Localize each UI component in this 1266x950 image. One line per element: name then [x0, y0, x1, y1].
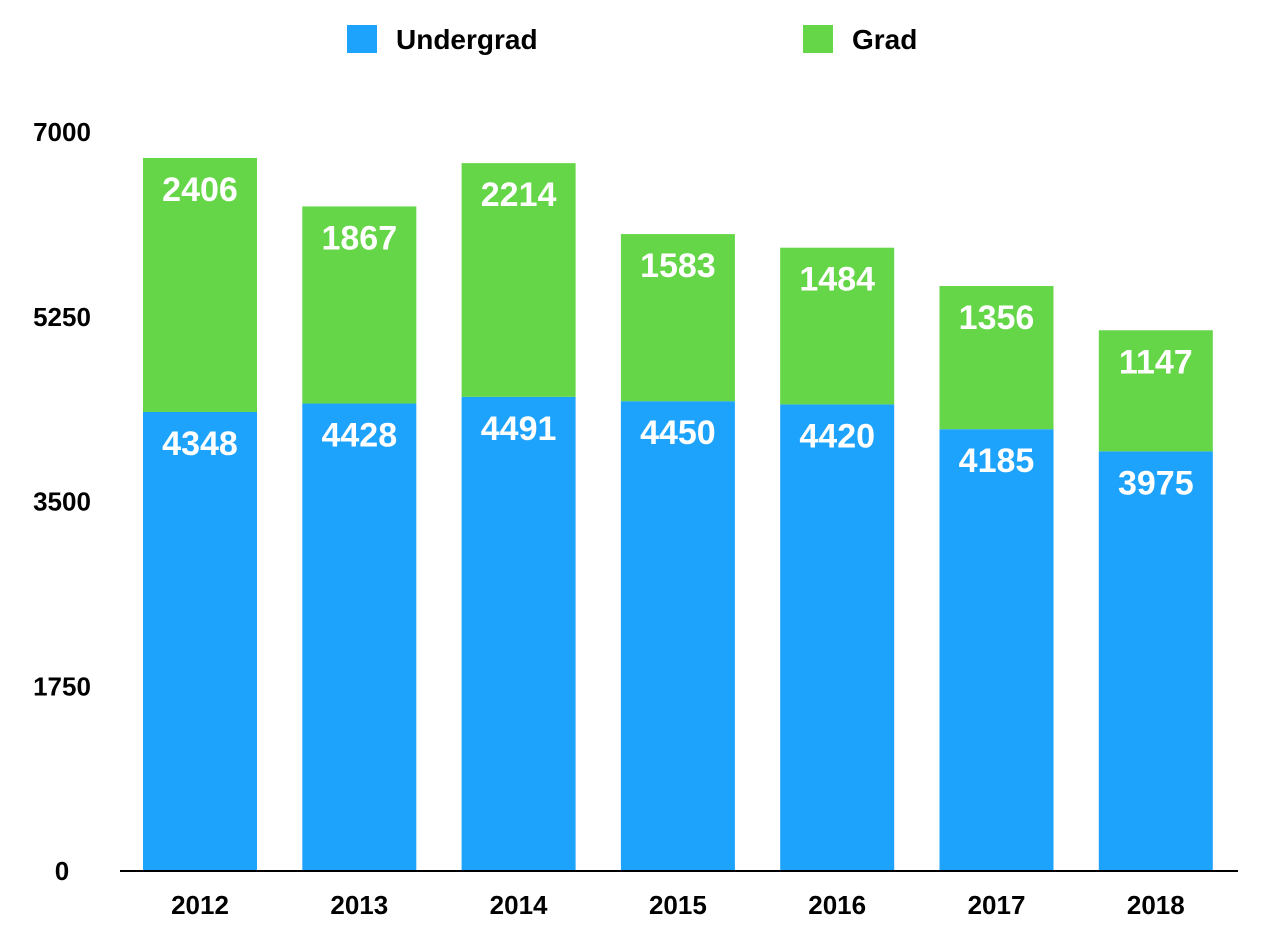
- x-tick-label: 2015: [649, 890, 707, 920]
- data-label-undergrad-2012: 4348: [162, 425, 238, 463]
- bar-undergrad-2017: [939, 429, 1054, 871]
- data-label-grad-2013: 1867: [321, 219, 397, 257]
- bar-grad-2012: [143, 157, 257, 412]
- y-axis-ticks: 0 1750 3500 5250 7000: [33, 117, 91, 886]
- data-label-grad-2017: 1356: [959, 299, 1035, 337]
- bar-grad-2018: [1098, 330, 1213, 452]
- legend: Undergrad Grad: [347, 24, 917, 55]
- x-tick-label: 2016: [808, 890, 866, 920]
- data-label-grad-2012: 2406: [162, 171, 238, 209]
- x-tick-label: 2017: [968, 890, 1026, 920]
- bar-undergrad-2018: [1098, 451, 1213, 871]
- y-tick-label: 7000: [33, 117, 91, 147]
- bar-grad-2016: [780, 247, 895, 405]
- x-tick-label: 2012: [171, 890, 229, 920]
- legend-label-grad: Grad: [852, 24, 917, 55]
- x-axis-ticks: 2012 2013 2014 2015 2016 2017 2018: [171, 890, 1185, 920]
- bar-grad-2013: [302, 206, 417, 404]
- bar-undergrad-2015: [620, 401, 735, 871]
- data-label-undergrad-2017: 4185: [959, 442, 1035, 480]
- bar-undergrad-2013: [302, 403, 417, 871]
- data-label-undergrad-2014: 4491: [481, 410, 557, 448]
- legend-label-undergrad: Undergrad: [396, 24, 538, 55]
- data-label-undergrad-2016: 4420: [799, 417, 875, 455]
- x-tick-label: 2018: [1127, 890, 1185, 920]
- bar-undergrad-2014: [461, 396, 576, 871]
- data-labels: 4348 2406 4428 1867 4491 2214 4450 1583 4420 1484…: [162, 171, 1193, 502]
- y-tick-label: 3500: [33, 487, 91, 517]
- bar-grad-2015: [620, 234, 735, 402]
- y-tick-label: 1750: [33, 671, 91, 701]
- data-label-undergrad-2018: 3975: [1118, 464, 1194, 502]
- data-label-grad-2015: 1583: [640, 247, 716, 285]
- data-label-undergrad-2013: 4428: [321, 417, 397, 455]
- bars: [143, 157, 1213, 871]
- bar-grad-2017: [939, 286, 1054, 430]
- y-tick-label: 0: [55, 856, 69, 886]
- bar-grad-2014: [461, 163, 576, 397]
- bar-undergrad-2012: [143, 411, 257, 871]
- data-label-undergrad-2015: 4450: [640, 414, 716, 452]
- data-label-grad-2016: 1484: [799, 261, 875, 299]
- bar-undergrad-2016: [780, 404, 895, 871]
- legend-swatch-grad: [803, 25, 833, 53]
- x-tick-label: 2013: [330, 890, 388, 920]
- data-label-grad-2018: 1147: [1119, 343, 1193, 381]
- legend-swatch-undergrad: [347, 25, 377, 53]
- data-label-grad-2014: 2214: [481, 176, 557, 214]
- y-tick-label: 5250: [33, 302, 91, 332]
- x-tick-label: 2014: [490, 890, 548, 920]
